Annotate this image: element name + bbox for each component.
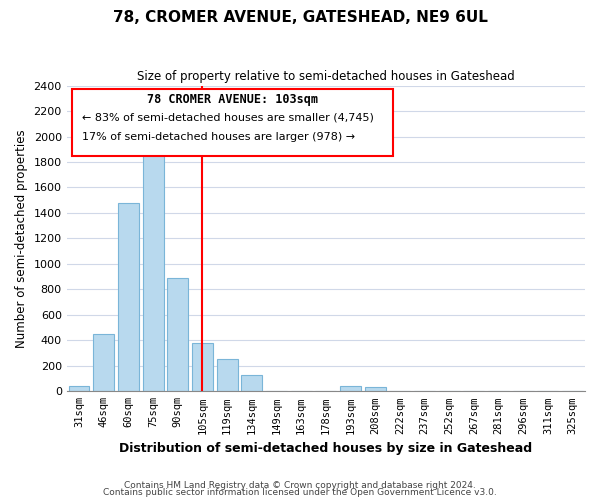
Text: ← 83% of semi-detached houses are smaller (4,745): ← 83% of semi-detached houses are smalle…	[82, 112, 374, 122]
X-axis label: Distribution of semi-detached houses by size in Gateshead: Distribution of semi-detached houses by …	[119, 442, 532, 455]
Bar	[340, 386, 361, 392]
Bar	[68, 386, 89, 392]
Y-axis label: Number of semi-detached properties: Number of semi-detached properties	[15, 129, 28, 348]
Bar	[217, 359, 238, 392]
Bar	[93, 334, 114, 392]
Bar	[118, 203, 139, 392]
Bar	[143, 136, 164, 392]
Bar	[241, 376, 262, 392]
Text: 78, CROMER AVENUE, GATESHEAD, NE9 6UL: 78, CROMER AVENUE, GATESHEAD, NE9 6UL	[113, 10, 487, 25]
Bar	[167, 278, 188, 392]
Bar	[365, 388, 386, 392]
FancyBboxPatch shape	[72, 88, 393, 156]
Text: 17% of semi-detached houses are larger (978) →: 17% of semi-detached houses are larger (…	[82, 132, 355, 142]
Bar	[192, 343, 213, 392]
Text: 78 CROMER AVENUE: 103sqm: 78 CROMER AVENUE: 103sqm	[147, 93, 318, 106]
Title: Size of property relative to semi-detached houses in Gateshead: Size of property relative to semi-detach…	[137, 70, 515, 83]
Text: Contains public sector information licensed under the Open Government Licence v3: Contains public sector information licen…	[103, 488, 497, 497]
Text: Contains HM Land Registry data © Crown copyright and database right 2024.: Contains HM Land Registry data © Crown c…	[124, 480, 476, 490]
